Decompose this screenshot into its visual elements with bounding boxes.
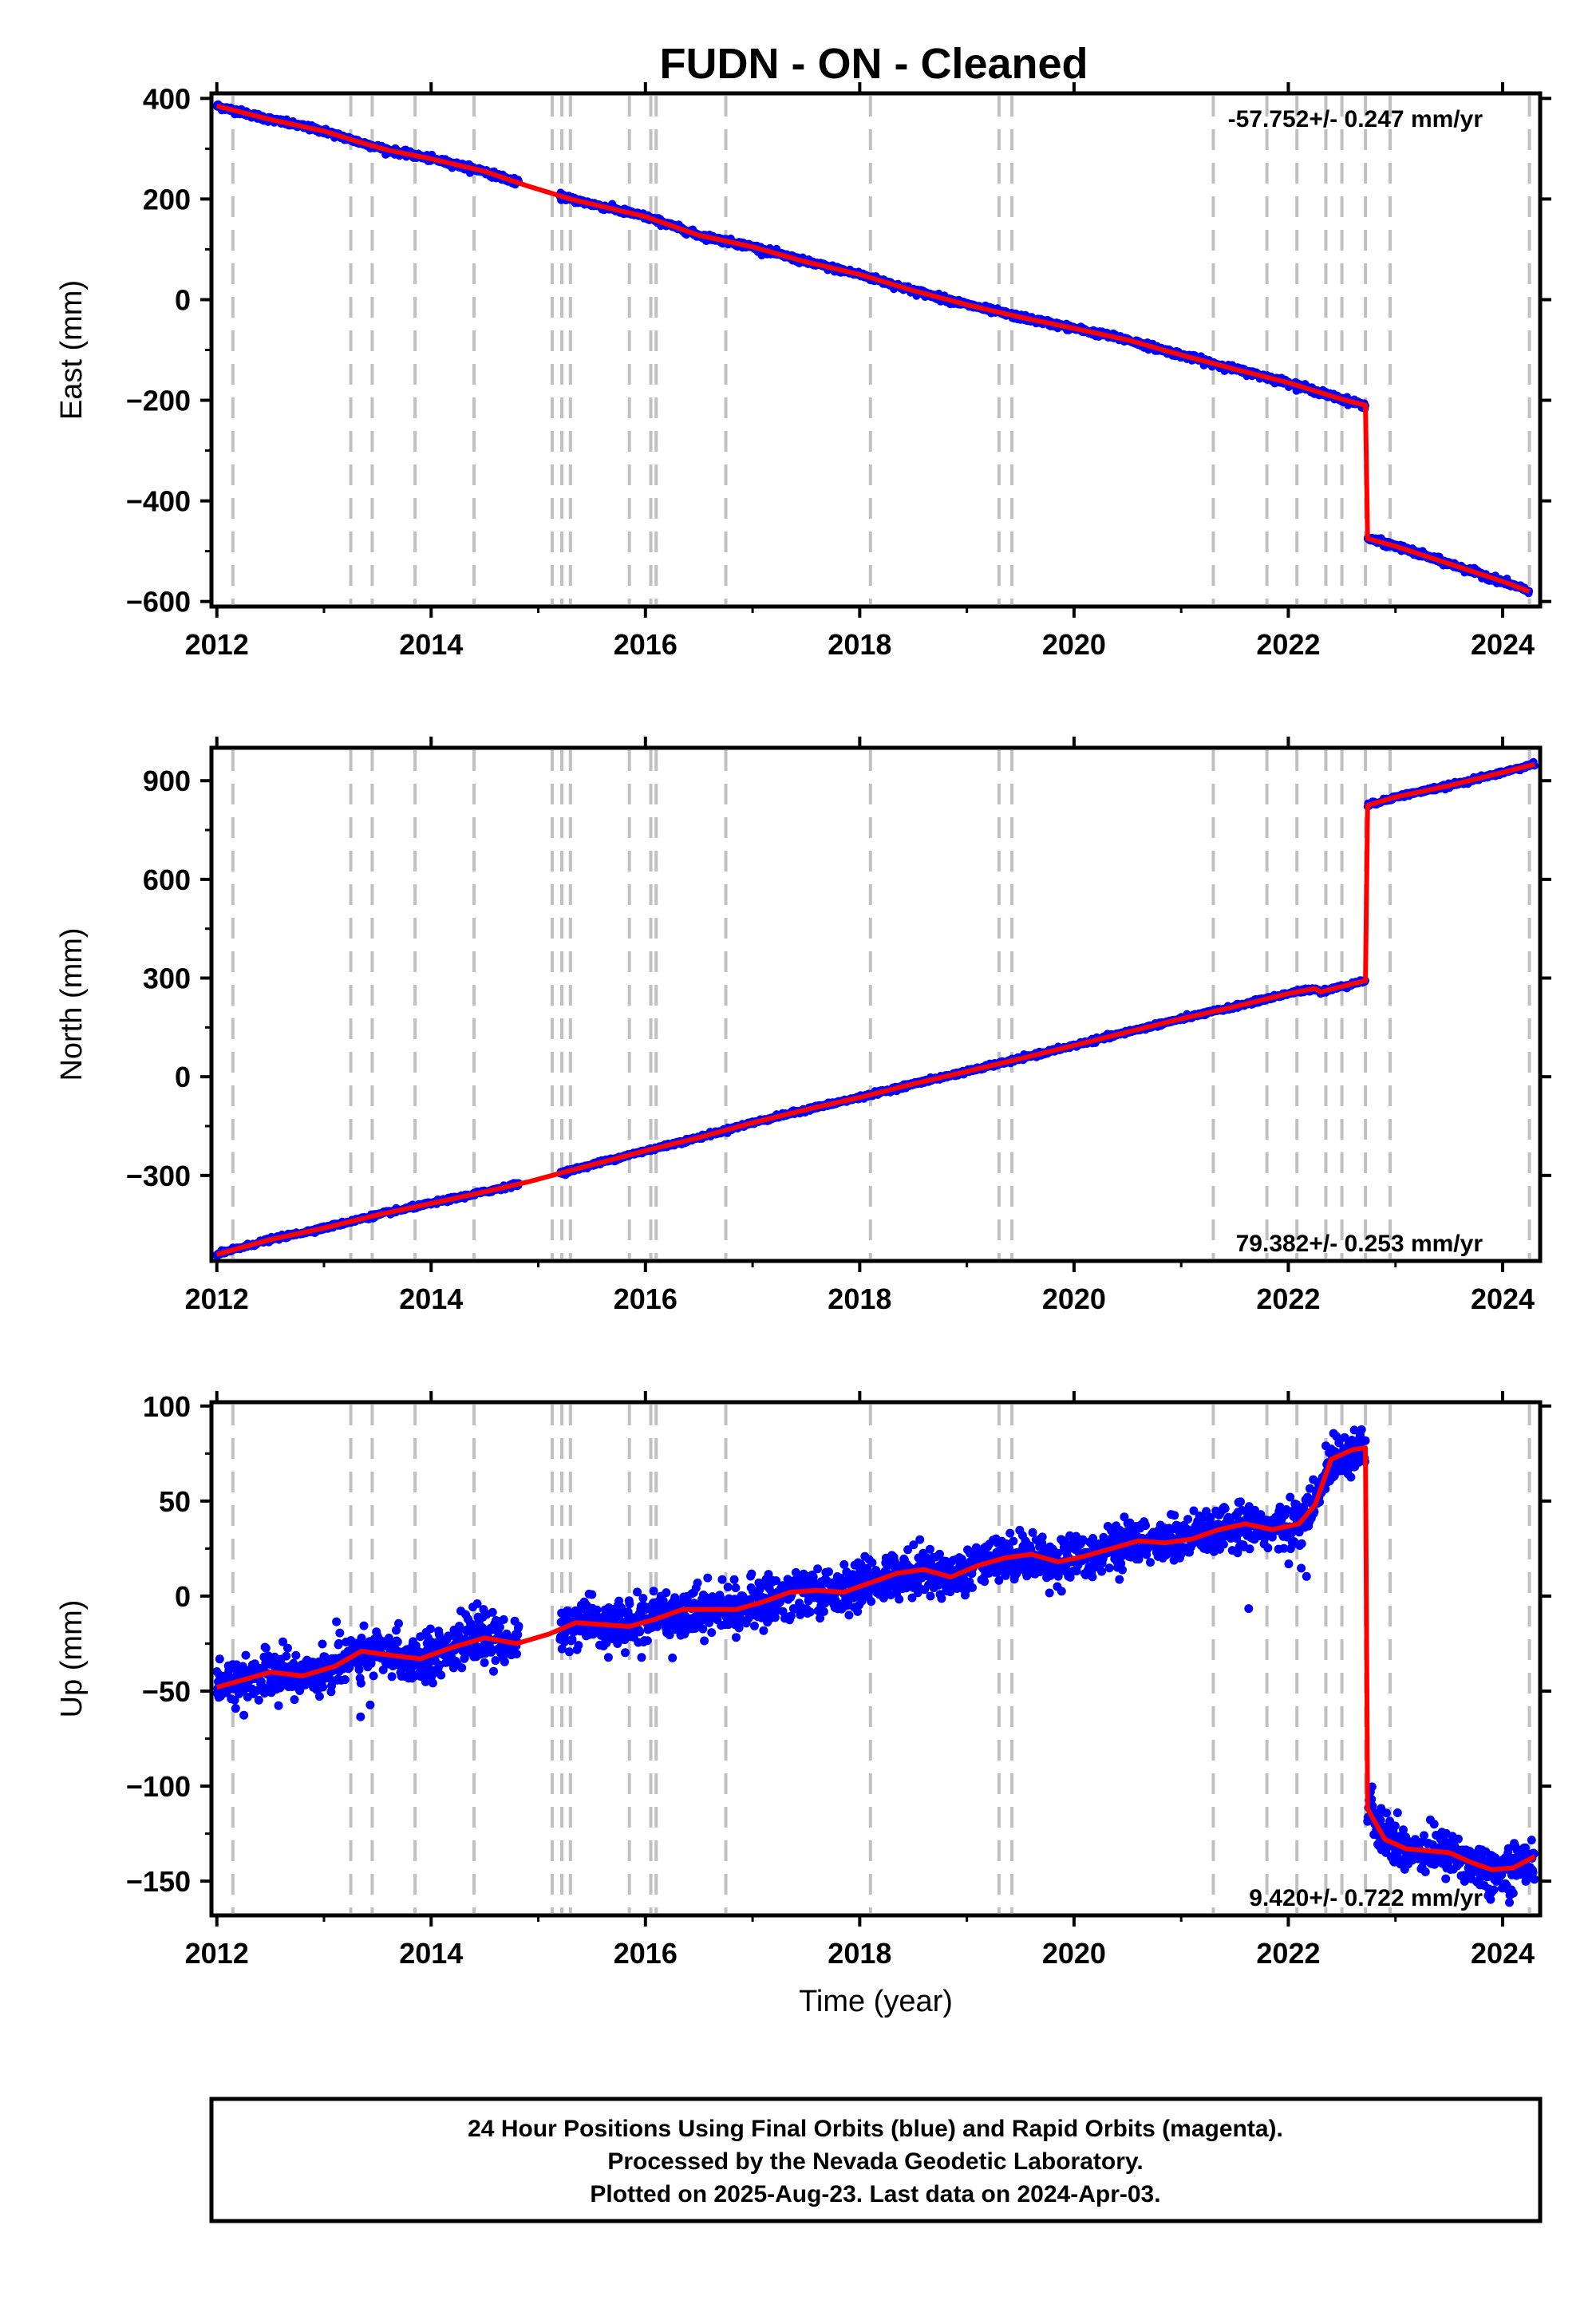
y-tick-label: 200 — [143, 183, 191, 215]
velocity-annotation: -57.752+/- 0.247 mm/yr — [1228, 106, 1483, 132]
y-tick-label: −400 — [126, 485, 191, 518]
figure-title: FUDN - ON - Cleaned — [659, 40, 1088, 88]
x-tick-label: 2020 — [1042, 628, 1106, 661]
y-tick-label: 0 — [175, 283, 191, 316]
y-axis-label: East (mm) — [55, 280, 89, 420]
y-tick-label: −200 — [126, 385, 191, 417]
x-tick-label: 2024 — [1471, 628, 1535, 661]
observation-points — [212, 757, 1539, 1261]
x-tick-label: 2016 — [614, 628, 678, 661]
observation-points — [212, 100, 1534, 598]
x-tick-label: 2018 — [828, 628, 891, 661]
x-tick-label: 2022 — [1256, 628, 1320, 661]
y-tick-label: 400 — [143, 82, 191, 115]
x-tick-label: 2014 — [399, 628, 463, 661]
east-panel: 400 200 0 −200 −400 −600 2012 2014 2016 2018 2020 2… — [55, 82, 1551, 661]
y-tick-label: −600 — [126, 586, 191, 619]
x-tick-label: 2012 — [185, 628, 249, 661]
